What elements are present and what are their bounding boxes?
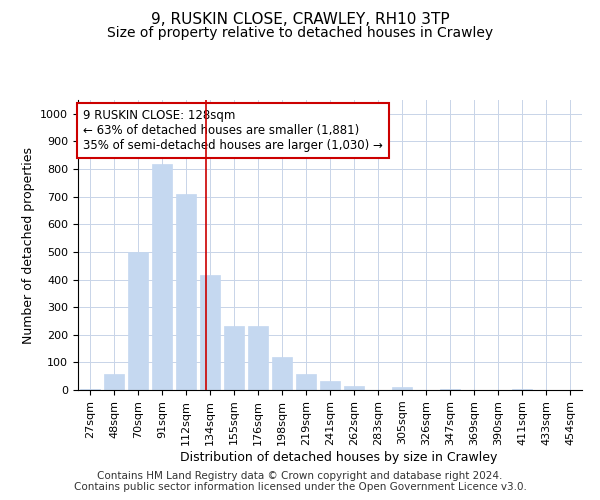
Bar: [512, 388, 532, 390]
Bar: [152, 164, 172, 390]
Bar: [200, 276, 220, 390]
Bar: [224, 326, 244, 390]
Text: Size of property relative to detached houses in Crawley: Size of property relative to detached ho…: [107, 26, 493, 40]
Bar: [176, 194, 196, 390]
Bar: [248, 326, 268, 390]
Bar: [80, 388, 100, 390]
Text: Distribution of detached houses by size in Crawley: Distribution of detached houses by size …: [181, 451, 497, 464]
Bar: [128, 252, 148, 390]
Bar: [440, 388, 460, 390]
Text: Contains HM Land Registry data © Crown copyright and database right 2024.
Contai: Contains HM Land Registry data © Crown c…: [74, 471, 526, 492]
Bar: [104, 374, 124, 390]
Y-axis label: Number of detached properties: Number of detached properties: [22, 146, 35, 344]
Text: 9, RUSKIN CLOSE, CRAWLEY, RH10 3TP: 9, RUSKIN CLOSE, CRAWLEY, RH10 3TP: [151, 12, 449, 28]
Bar: [392, 386, 412, 390]
Text: 9 RUSKIN CLOSE: 128sqm
← 63% of detached houses are smaller (1,881)
35% of semi-: 9 RUSKIN CLOSE: 128sqm ← 63% of detached…: [83, 108, 383, 152]
Bar: [296, 374, 316, 390]
Bar: [344, 386, 364, 390]
Bar: [272, 358, 292, 390]
Bar: [320, 381, 340, 390]
